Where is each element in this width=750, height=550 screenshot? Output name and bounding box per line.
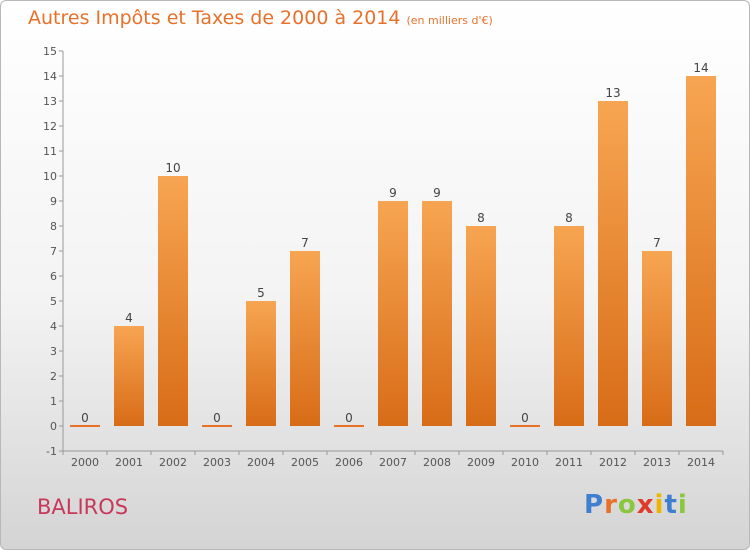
y-tick-label: 8 <box>50 220 57 233</box>
x-tick-label: 2002 <box>159 456 187 469</box>
bar <box>554 226 584 426</box>
bar <box>334 425 364 427</box>
y-tick-label: 14 <box>43 70 57 83</box>
y-tick-label: 1 <box>50 395 57 408</box>
logo-letter: o <box>617 490 637 520</box>
chart-title: Autres Impôts et Taxes de 2000 à 2014 (en… <box>28 7 493 29</box>
data-label: 7 <box>653 236 661 250</box>
x-tick-label: 2000 <box>71 456 99 469</box>
data-label: 8 <box>477 211 485 225</box>
y-tick-label: 12 <box>43 120 57 133</box>
data-label: 8 <box>565 211 573 225</box>
bar <box>158 176 188 426</box>
y-tick-label: 0 <box>50 420 57 433</box>
x-tick-label: 2013 <box>643 456 671 469</box>
y-tick-label: -1 <box>46 445 57 458</box>
data-label: 9 <box>433 186 441 200</box>
x-tick-label: 2005 <box>291 456 319 469</box>
proxiti-logo: Proxiti <box>584 490 688 520</box>
bar <box>598 101 628 426</box>
bar <box>246 301 276 426</box>
x-tick-label: 2008 <box>423 456 451 469</box>
logo-letter: P <box>584 490 605 520</box>
chart-labels: 0 4 10 0 5 7 0 9 9 8 0 8 13 7 14 <box>81 61 708 425</box>
x-tick-label: 2003 <box>203 456 231 469</box>
bar <box>202 425 232 427</box>
bar <box>642 251 672 426</box>
logo-letter: r <box>604 490 618 520</box>
data-label: 0 <box>81 411 89 425</box>
bar <box>290 251 320 426</box>
data-label: 14 <box>693 61 708 75</box>
data-label: 0 <box>521 411 529 425</box>
y-tick-label: 9 <box>50 195 57 208</box>
bar <box>378 201 408 426</box>
y-tick-label: 15 <box>43 45 57 58</box>
bar <box>510 425 540 427</box>
data-label: 0 <box>213 411 221 425</box>
x-tick-label: 2010 <box>511 456 539 469</box>
bar <box>686 76 716 426</box>
x-tick-label: 2006 <box>335 456 363 469</box>
logo-letter: i <box>677 490 688 520</box>
data-label: 4 <box>125 311 133 325</box>
chart-subtitle: (en milliers d'€) <box>406 14 493 27</box>
bar <box>70 425 100 427</box>
x-tick-label: 2009 <box>467 456 495 469</box>
y-tick-label: 5 <box>50 295 57 308</box>
data-label: 13 <box>605 86 620 100</box>
logo-letter: i <box>654 490 665 520</box>
data-label: 7 <box>301 236 309 250</box>
commune-name: BALIROS <box>37 495 129 519</box>
y-tick-label: 3 <box>50 345 57 358</box>
bar <box>466 226 496 426</box>
x-tick-label: 2011 <box>555 456 583 469</box>
data-label: 5 <box>257 286 265 300</box>
x-tick-label: 2012 <box>599 456 627 469</box>
bar <box>114 326 144 426</box>
logo-letter: x <box>636 490 655 520</box>
x-tick-label: 2001 <box>115 456 143 469</box>
x-tick-label: 2014 <box>687 456 715 469</box>
data-label: 9 <box>389 186 397 200</box>
chart-bars <box>70 76 716 427</box>
y-tick-label: 6 <box>50 270 57 283</box>
y-tick-label: 2 <box>50 370 57 383</box>
data-label: 10 <box>165 161 180 175</box>
x-tick-label: 2004 <box>247 456 275 469</box>
y-tick-label: 13 <box>43 95 57 108</box>
y-tick-label: 10 <box>43 170 57 183</box>
chart-title-text: Autres Impôts et Taxes de 2000 à 2014 <box>28 7 401 29</box>
y-tick-label: 7 <box>50 245 57 258</box>
x-tick-label: 2007 <box>379 456 407 469</box>
data-label: 0 <box>345 411 353 425</box>
logo-letter: t <box>664 490 678 520</box>
bar <box>422 201 452 426</box>
y-tick-label: 4 <box>50 320 57 333</box>
y-tick-label: 11 <box>43 145 57 158</box>
